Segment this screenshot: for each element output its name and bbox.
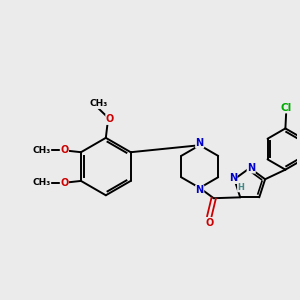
Text: N: N [247, 163, 255, 173]
Text: CH₃: CH₃ [32, 146, 51, 155]
Text: N: N [229, 173, 237, 184]
Text: H: H [238, 183, 244, 192]
Text: Cl: Cl [280, 103, 292, 113]
Text: O: O [60, 146, 68, 155]
Text: O: O [106, 115, 114, 124]
Text: N: N [196, 185, 204, 195]
Text: N: N [196, 138, 204, 148]
Text: CH₃: CH₃ [89, 100, 108, 109]
Text: O: O [60, 178, 68, 188]
Text: O: O [205, 218, 213, 227]
Text: CH₃: CH₃ [32, 178, 51, 187]
